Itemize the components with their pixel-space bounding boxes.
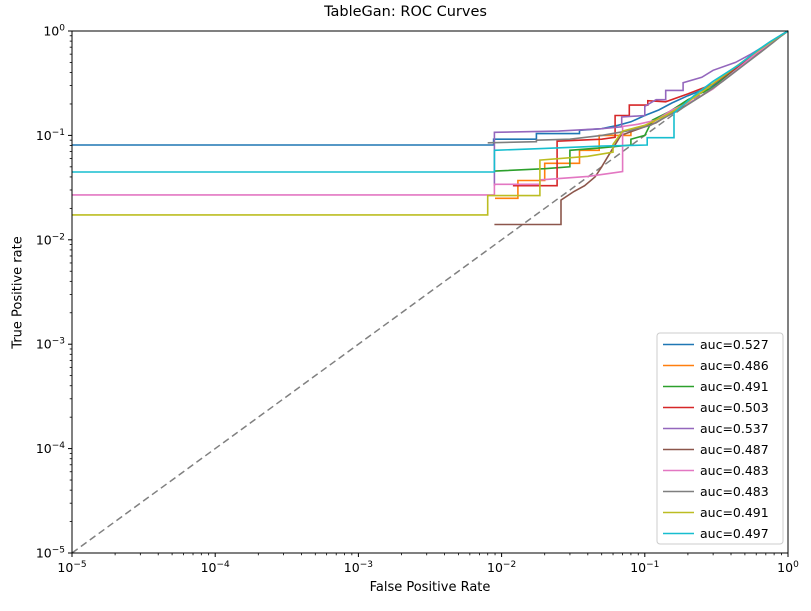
x-tick-label: 10−2 bbox=[487, 560, 516, 575]
chart-title: TableGan: ROC Curves bbox=[324, 4, 487, 20]
legend-label-3: auc=0.491 bbox=[700, 379, 769, 394]
legend-label-9: auc=0.491 bbox=[700, 505, 769, 520]
y-tick-label: 10−2 bbox=[36, 232, 65, 247]
roc-curve-10 bbox=[72, 30, 789, 173]
legend-label-5: auc=0.537 bbox=[700, 421, 769, 436]
x-tick-label: 10−1 bbox=[630, 560, 659, 575]
x-tick-label: 10−4 bbox=[201, 560, 230, 575]
y-tick-label: 10−4 bbox=[36, 441, 65, 456]
legend-label-8: auc=0.483 bbox=[700, 484, 769, 499]
roc-curve-2 bbox=[495, 30, 789, 200]
legend-label-6: auc=0.487 bbox=[700, 442, 769, 457]
y-axis-label: True Positive rate bbox=[10, 236, 26, 349]
x-tick-label: 100 bbox=[777, 560, 799, 575]
roc-curve-7 bbox=[72, 30, 789, 196]
y-tick-label: 10−3 bbox=[36, 337, 65, 352]
legend-label-10: auc=0.497 bbox=[700, 526, 769, 541]
x-axis-label: False Positive Rate bbox=[369, 580, 491, 595]
plot-border bbox=[71, 30, 789, 554]
y-tick-label: 10−5 bbox=[36, 546, 65, 561]
chance-diagonal-line bbox=[71, 30, 789, 554]
roc-curve-1 bbox=[72, 30, 789, 146]
roc-curve-9 bbox=[72, 30, 789, 216]
roc-curve-8 bbox=[487, 30, 789, 144]
x-tick-label: 10−5 bbox=[57, 560, 86, 575]
roc-curve-4 bbox=[512, 30, 789, 187]
x-tick-label: 10−3 bbox=[344, 560, 373, 575]
legend-label-2: auc=0.486 bbox=[700, 358, 769, 373]
y-tick-label: 100 bbox=[43, 24, 65, 39]
legend-label-1: auc=0.527 bbox=[700, 337, 769, 352]
roc-curve-3 bbox=[494, 30, 789, 172]
roc-curve-5 bbox=[493, 30, 789, 186]
legend-label-4: auc=0.503 bbox=[700, 400, 769, 415]
legend-label-7: auc=0.483 bbox=[700, 463, 769, 478]
y-tick-label: 10−1 bbox=[36, 128, 65, 143]
